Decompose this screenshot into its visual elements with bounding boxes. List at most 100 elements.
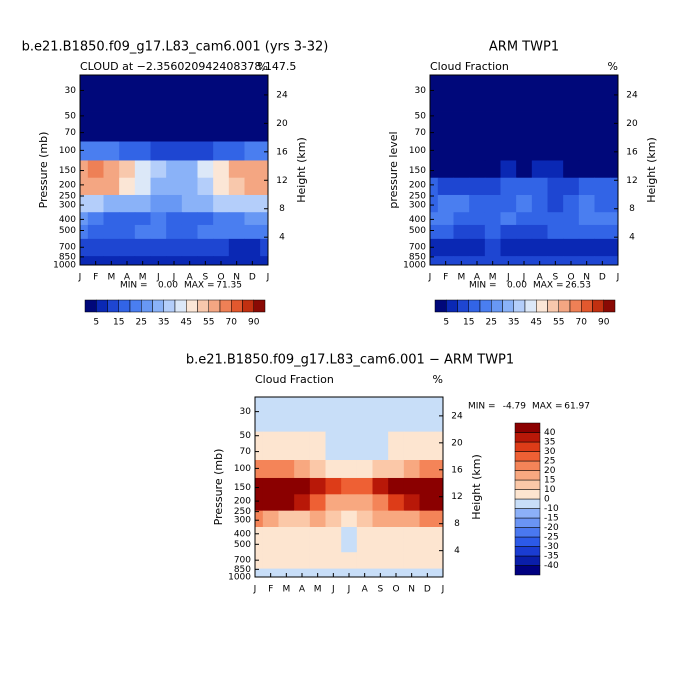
cell xyxy=(309,397,326,433)
cell xyxy=(547,194,564,213)
y-tick-label: 70 xyxy=(415,128,427,138)
x-tick-label: M xyxy=(107,273,115,283)
cell xyxy=(309,527,326,540)
panel-subtitle: Cloud Fraction xyxy=(430,60,509,73)
cell xyxy=(119,177,136,196)
cell xyxy=(80,212,89,226)
cell xyxy=(419,494,436,512)
cell xyxy=(262,459,279,479)
y-tick-label: 300 xyxy=(234,516,251,526)
cell xyxy=(244,238,261,257)
y2-tick-label: 12 xyxy=(451,492,462,502)
cell xyxy=(437,160,454,179)
colorbar-box xyxy=(253,299,266,313)
cell xyxy=(610,224,619,240)
cell xyxy=(262,477,279,495)
cell xyxy=(325,397,342,433)
cell xyxy=(228,238,245,257)
cell xyxy=(197,238,214,257)
x-tick-label: N xyxy=(408,585,415,595)
y-tick-label: 850 xyxy=(234,565,251,575)
cell xyxy=(255,397,264,433)
y-tick-label: 30 xyxy=(65,86,77,96)
cell xyxy=(197,212,214,226)
cell xyxy=(197,111,214,142)
cell xyxy=(294,397,311,433)
cell xyxy=(166,160,183,179)
cell xyxy=(255,510,264,528)
cell xyxy=(578,238,595,257)
x-tick-label: S xyxy=(377,585,383,595)
cell xyxy=(531,160,548,179)
cell xyxy=(516,212,533,226)
cell xyxy=(430,256,439,266)
cell xyxy=(388,510,405,528)
cell xyxy=(403,568,420,578)
cell xyxy=(262,431,279,461)
colorbar-box xyxy=(514,565,541,576)
cell xyxy=(150,177,167,196)
x-tick-label: A xyxy=(537,273,544,283)
cell xyxy=(244,111,261,142)
stat-name: MAX = xyxy=(532,402,563,412)
cell xyxy=(388,459,405,479)
y-tick-label: 250 xyxy=(409,191,426,201)
colorbar-box xyxy=(603,299,616,313)
cell xyxy=(594,224,611,240)
y-axis-label: Pressure (mb) xyxy=(37,132,50,209)
cell xyxy=(103,160,120,179)
cell xyxy=(309,539,326,553)
cell xyxy=(80,141,89,161)
cell xyxy=(469,256,486,266)
cell xyxy=(255,494,264,512)
cell xyxy=(403,477,420,495)
colorbar-box xyxy=(129,299,142,313)
x-tick-label: J xyxy=(428,273,432,283)
cell xyxy=(610,141,619,161)
cell xyxy=(356,494,373,512)
cell xyxy=(610,212,619,226)
cell xyxy=(547,256,564,266)
cell xyxy=(103,177,120,196)
cell xyxy=(356,568,373,578)
cell xyxy=(578,75,595,112)
cell xyxy=(563,256,580,266)
cell xyxy=(516,75,533,112)
cell xyxy=(594,160,611,179)
cell xyxy=(578,160,595,179)
cell xyxy=(594,141,611,161)
colorbar-label: 55 xyxy=(203,318,214,328)
colorbar-label: 70 xyxy=(576,318,588,328)
cell xyxy=(453,238,470,257)
cell xyxy=(435,459,444,479)
cell xyxy=(260,141,269,161)
colorbar-box xyxy=(536,299,548,313)
colorbar-label: -20 xyxy=(544,523,559,533)
cell xyxy=(325,459,342,479)
cell xyxy=(531,194,548,213)
cell xyxy=(403,552,420,569)
y-tick-label: 1000 xyxy=(53,261,76,271)
cell xyxy=(453,256,470,266)
cell xyxy=(610,160,619,179)
cell xyxy=(260,111,269,142)
colorbar-label: 90 xyxy=(598,318,610,328)
x-tick-label: A xyxy=(124,273,131,283)
colorbar-box xyxy=(434,299,447,313)
cell xyxy=(435,397,444,433)
cell xyxy=(134,256,151,266)
y2-tick-label: 24 xyxy=(451,411,463,421)
cell xyxy=(181,238,198,257)
cell xyxy=(213,177,230,196)
cell xyxy=(419,477,436,495)
cell xyxy=(134,212,151,226)
cell xyxy=(134,238,151,257)
colorbar-box xyxy=(547,299,559,313)
cell xyxy=(119,238,136,257)
cell xyxy=(388,477,405,495)
colorbar-label: 15 xyxy=(463,318,474,328)
cell xyxy=(484,256,501,266)
cell xyxy=(119,256,136,266)
cell xyxy=(278,397,295,433)
cell xyxy=(181,111,198,142)
